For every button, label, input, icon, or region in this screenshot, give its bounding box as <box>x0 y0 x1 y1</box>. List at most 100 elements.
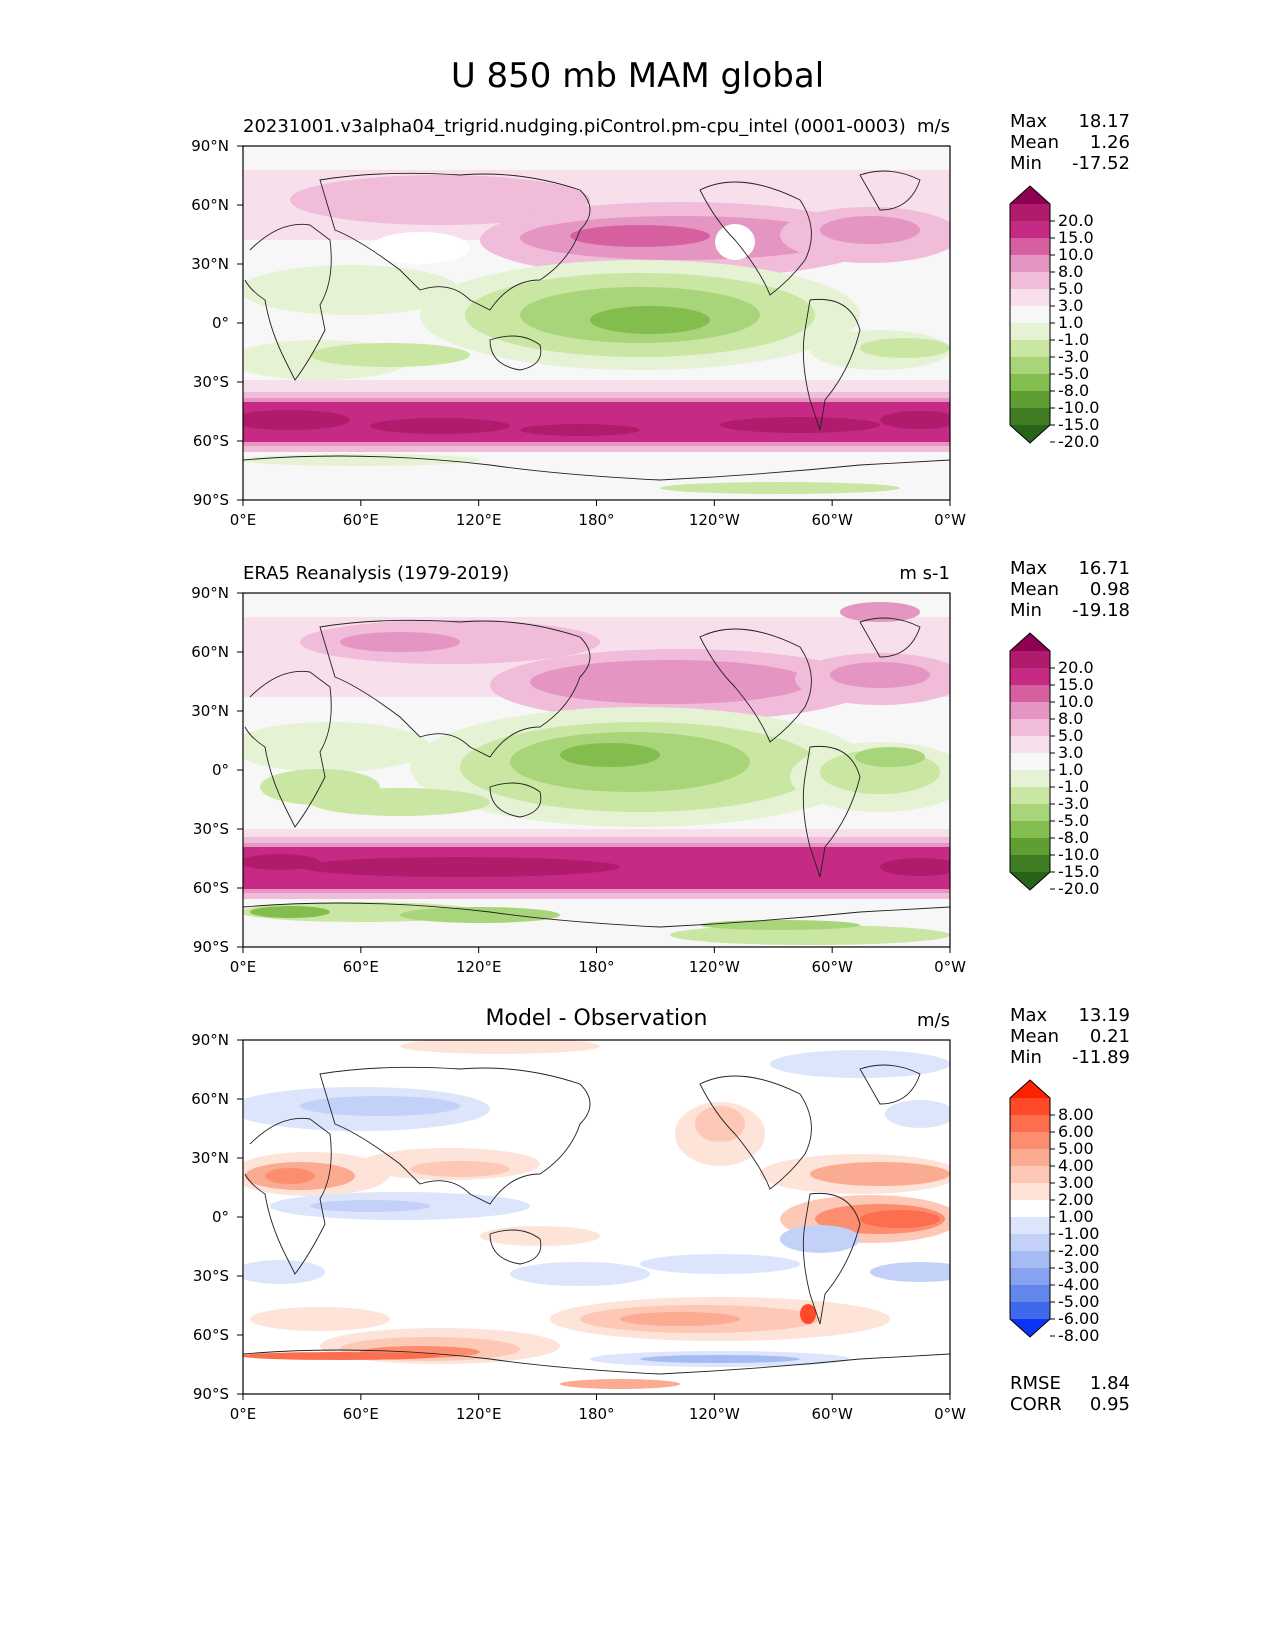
lon-tick-label: 180° <box>578 958 614 976</box>
colorbar-segment <box>1010 1132 1050 1150</box>
lon-tick-label: 180° <box>578 511 614 529</box>
panel-1-units: m/s <box>917 116 950 137</box>
colorbar-segment <box>1010 357 1050 375</box>
lon-tick-label: 0°E <box>230 958 257 976</box>
colorbar-segment <box>1010 255 1050 273</box>
colorbar-segment <box>1010 702 1050 720</box>
colorbar-extend-min <box>1010 872 1050 890</box>
colorbar-extend-max <box>1010 633 1050 651</box>
colorbar-tick-label: 1.00 <box>1058 1207 1094 1226</box>
stat-value: 0.98 <box>1089 579 1130 600</box>
colorbar-tick-label: -1.0 <box>1058 330 1089 349</box>
colorbar-segment <box>1010 668 1050 686</box>
lat-tick-label: 60°N <box>191 196 229 214</box>
colorbar-tick-label: 20.0 <box>1058 658 1094 677</box>
stat-value: 0.21 <box>1089 1026 1130 1047</box>
colorbar-tick-label: -2.00 <box>1058 1241 1099 1260</box>
panel-1-colorbar: 20.015.010.08.05.03.01.0-1.0-3.0-5.0-8.0… <box>1009 185 1099 451</box>
lat-tick-label: 60°S <box>193 1326 229 1344</box>
stat-value: 1.26 <box>1089 132 1130 153</box>
colorbar-segment <box>1010 1149 1050 1167</box>
lon-tick-label: 60°W <box>811 958 853 976</box>
stat-label: CORR <box>1010 1394 1062 1415</box>
lon-tick-label: 120°W <box>689 1405 740 1423</box>
colorbar-tick-label: -3.00 <box>1058 1258 1099 1277</box>
stat-label: Mean <box>1010 579 1060 600</box>
colorbar-segment <box>1010 753 1050 771</box>
colorbar-tick-label: 6.00 <box>1058 1122 1094 1141</box>
colorbar-tick-label: 8.00 <box>1058 1105 1094 1124</box>
stat-label: Max <box>1010 111 1048 132</box>
lon-tick-label: 60°E <box>343 958 379 976</box>
lat-tick-label: 60°N <box>191 643 229 661</box>
panel-2-field <box>243 593 950 947</box>
stat-label: Max <box>1010 558 1048 579</box>
colorbar-segment <box>1010 821 1050 839</box>
colorbar-segment <box>1010 323 1050 341</box>
lon-tick-label: 60°W <box>811 1405 853 1423</box>
stat-label: Min <box>1010 153 1042 174</box>
colorbar-segment <box>1010 719 1050 737</box>
stat-value: 16.71 <box>1078 558 1130 579</box>
colorbar-tick-label: -1.0 <box>1058 777 1089 796</box>
stat-label: Mean <box>1010 132 1060 153</box>
colorbar-segment <box>1010 838 1050 856</box>
colorbar-tick-label: -4.00 <box>1058 1275 1099 1294</box>
colorbar-tick-label: 3.0 <box>1058 743 1083 762</box>
colorbar-segment <box>1010 374 1050 392</box>
lon-tick-label: 60°W <box>811 511 853 529</box>
lat-tick-label: 60°N <box>191 1090 229 1108</box>
panel-2-axis-ticks: 0°E 60°E 120°E 180° 120°W 60°W 0°W 90°N 60°N 30°N… <box>191 584 966 976</box>
lat-tick-label: 90°N <box>191 584 229 602</box>
lon-tick-label: 0°E <box>230 511 257 529</box>
colorbar-segment <box>1010 770 1050 788</box>
colorbar-tick-label: 8.0 <box>1058 709 1083 728</box>
colorbar-segment <box>1010 1251 1050 1269</box>
lat-tick-label: 90°N <box>191 1031 229 1049</box>
lon-tick-label: 0°W <box>934 511 966 529</box>
panel-2-colorbar: 20.015.010.08.05.03.01.0-1.0-3.0-5.0-8.0… <box>1009 632 1099 898</box>
panel-3-title: Model - Observation <box>485 1006 708 1031</box>
stat-value: 13.19 <box>1078 1005 1130 1026</box>
colorbar-segment <box>1010 736 1050 754</box>
lon-tick-label: 60°E <box>343 1405 379 1423</box>
panel-3-coastlines <box>243 1064 950 1375</box>
colorbar-tick-label: -5.0 <box>1058 811 1089 830</box>
lat-tick-label: 30°N <box>191 255 229 273</box>
lat-tick-label: 90°N <box>191 137 229 155</box>
stat-label: RMSE <box>1010 1373 1061 1394</box>
lon-tick-label: 60°E <box>343 511 379 529</box>
lat-tick-label: 30°S <box>193 373 229 391</box>
panel-1-field <box>243 146 950 500</box>
colorbar-tick-label: -3.0 <box>1058 347 1089 366</box>
colorbar-segment <box>1010 306 1050 324</box>
figure-title: U 850 mb MAM global <box>450 56 825 96</box>
lon-tick-label: 120°E <box>456 1405 502 1423</box>
colorbar-tick-label: -20.0 <box>1058 432 1099 451</box>
lat-tick-label: 60°S <box>193 432 229 450</box>
colorbar-tick-label: 15.0 <box>1058 228 1094 247</box>
stat-value: -17.52 <box>1071 153 1130 174</box>
colorbar-extend-max <box>1010 186 1050 204</box>
panel-2-map: 0°E 60°E 120°E 180° 120°W 60°W 0°W 90°N 60°N 30°N… <box>191 584 966 976</box>
stat-label: Min <box>1010 600 1042 621</box>
colorbar-tick-label: -8.00 <box>1058 1326 1099 1345</box>
lat-tick-label: 60°S <box>193 879 229 897</box>
lat-tick-label: 90°S <box>193 1385 229 1403</box>
lon-tick-label: 0°E <box>230 1405 257 1423</box>
colorbar-segment <box>1010 1268 1050 1286</box>
lon-tick-label: 0°W <box>934 958 966 976</box>
colorbar-segment <box>1010 272 1050 290</box>
colorbar-segment <box>1010 289 1050 307</box>
lon-tick-label: 0°W <box>934 1405 966 1423</box>
stat-value: -11.89 <box>1071 1047 1130 1068</box>
colorbar-extend-min <box>1010 425 1050 443</box>
lat-tick-label: 30°N <box>191 702 229 720</box>
lon-tick-label: 120°W <box>689 511 740 529</box>
colorbar-tick-label: 5.00 <box>1058 1139 1094 1158</box>
colorbar-segment <box>1010 1098 1050 1116</box>
stat-label: Max <box>1010 1005 1048 1026</box>
colorbar-segment <box>1010 1200 1050 1218</box>
stat-value: 1.84 <box>1089 1373 1130 1394</box>
panel-2-coastlines <box>243 617 950 928</box>
